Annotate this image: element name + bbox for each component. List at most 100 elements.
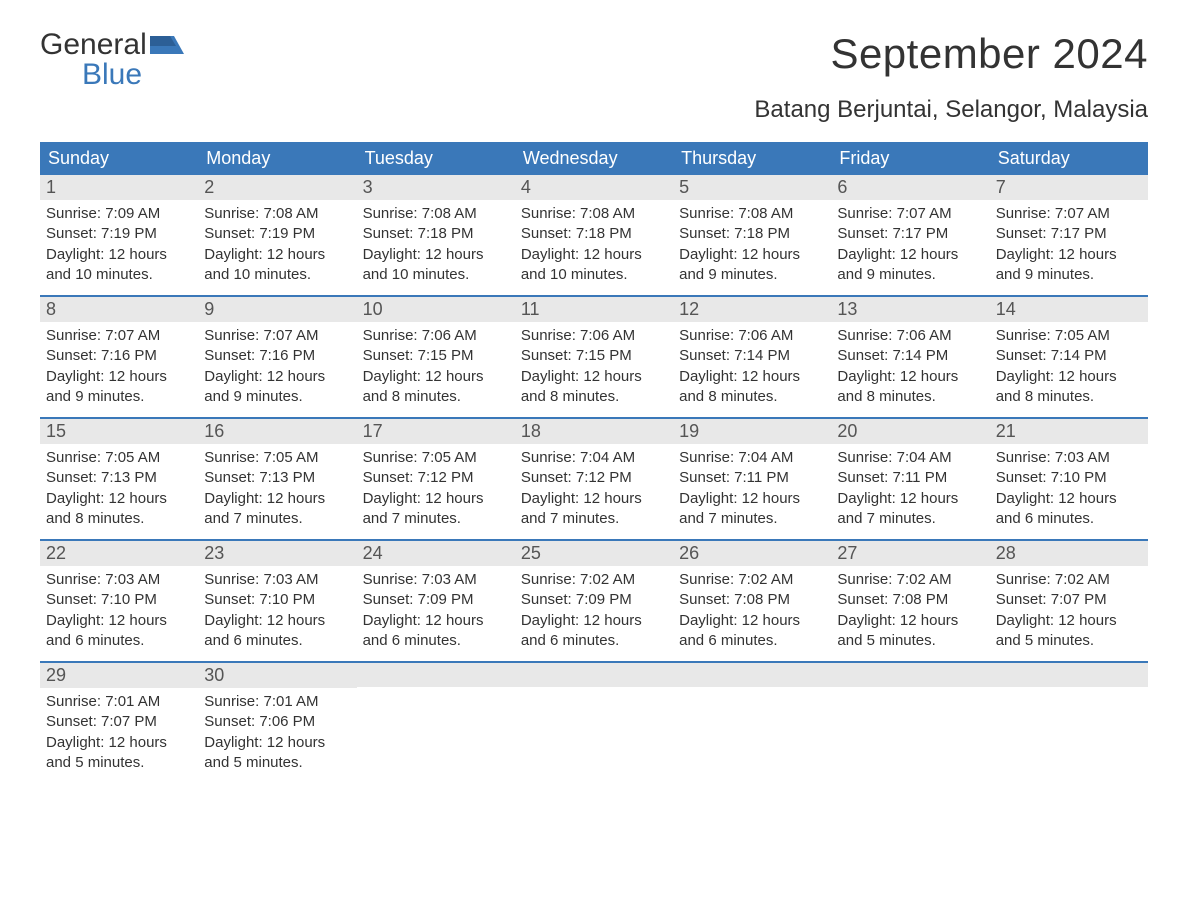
day-cell: 7 Sunrise: 7:07 AMSunset: 7:17 PMDaylight… <box>990 175 1148 295</box>
day-number: 26 <box>679 543 699 563</box>
day-body: Sunrise: 7:05 AMSunset: 7:12 PMDaylight:… <box>357 444 515 539</box>
day-sunset: Sunset: 7:12 PM <box>363 468 509 488</box>
day-sunset: Sunset: 7:13 PM <box>204 468 350 488</box>
day-sunrise: Sunrise: 7:03 AM <box>363 570 509 590</box>
day-number: 27 <box>837 543 857 563</box>
day-number-row: 3 <box>357 175 515 200</box>
day-number-row: 8 <box>40 297 198 322</box>
day-body: Sunrise: 7:07 AMSunset: 7:17 PMDaylight:… <box>990 200 1148 295</box>
week-row: 1Sunrise: 7:09 AMSunset: 7:19 PMDaylight… <box>40 175 1148 295</box>
day-day1: Daylight: 12 hours <box>204 611 350 631</box>
day-cell: 4Sunrise: 7:08 AMSunset: 7:18 PMDaylight… <box>515 175 673 295</box>
day-cell: 5Sunrise: 7:08 AMSunset: 7:18 PMDaylight… <box>673 175 831 295</box>
week-row: 29Sunrise: 7:01 AMSunset: 7:07 PMDayligh… <box>40 661 1148 783</box>
logo-text-blue: Blue <box>40 60 184 90</box>
day-cell: 9 Sunrise: 7:07 AMSunset: 7:16 PMDaylight… <box>198 297 356 417</box>
day-body <box>673 687 831 767</box>
day-number: 15 <box>46 421 66 441</box>
day-day2: and 9 minutes. <box>996 265 1142 285</box>
day-cell: 12Sunrise: 7:06 AMSunset: 7:14 PMDayligh… <box>673 297 831 417</box>
day-day1: Daylight: 12 hours <box>679 489 825 509</box>
day-number-row: 24 <box>357 541 515 566</box>
day-number-row <box>673 663 831 687</box>
day-number: 3 <box>363 177 373 197</box>
day-sunrise: Sunrise: 7:07 AM <box>204 326 350 346</box>
day-number-row: 5 <box>673 175 831 200</box>
day-number: 17 <box>363 421 383 441</box>
day-cell: 27 Sunrise: 7:02 AMSunset: 7:08 PMDayligh… <box>831 541 989 661</box>
day-day2: and 8 minutes. <box>679 387 825 407</box>
day-number-row <box>831 663 989 687</box>
day-number-row: 22 <box>40 541 198 566</box>
day-number-row: 6 <box>831 175 989 200</box>
day-sunrise: Sunrise: 7:03 AM <box>46 570 192 590</box>
day-body: Sunrise: 7:04 AMSunset: 7:11 PMDaylight:… <box>673 444 831 539</box>
day-day2: and 10 minutes. <box>363 265 509 285</box>
day-body: Sunrise: 7:01 AMSunset: 7:06 PMDaylight:… <box>198 688 356 783</box>
day-body: Sunrise: 7:02 AMSunset: 7:08 PMDaylight:… <box>831 566 989 661</box>
day-body: Sunrise: 7:04 AMSunset: 7:11 PMDaylight:… <box>831 444 989 539</box>
day-body: Sunrise: 7:09 AMSunset: 7:19 PMDaylight:… <box>40 200 198 295</box>
day-body: Sunrise: 7:08 AMSunset: 7:19 PMDaylight:… <box>198 200 356 295</box>
day-day1: Daylight: 12 hours <box>204 245 350 265</box>
day-number-row: 26 <box>673 541 831 566</box>
day-sunset: Sunset: 7:11 PM <box>679 468 825 488</box>
day-sunset: Sunset: 7:17 PM <box>837 224 983 244</box>
day-cell: 30 Sunrise: 7:01 AMSunset: 7:06 PMDayligh… <box>198 663 356 783</box>
day-cell: 6Sunrise: 7:07 AMSunset: 7:17 PMDaylight… <box>831 175 989 295</box>
day-day1: Daylight: 12 hours <box>837 367 983 387</box>
day-cell <box>515 663 673 783</box>
day-sunset: Sunset: 7:14 PM <box>679 346 825 366</box>
day-number-row: 10 <box>357 297 515 322</box>
day-number: 6 <box>837 177 847 197</box>
week-row: 8Sunrise: 7:07 AMSunset: 7:16 PMDaylight… <box>40 295 1148 417</box>
day-body <box>515 687 673 767</box>
day-number-row: 23 <box>198 541 356 566</box>
day-day1: Daylight: 12 hours <box>837 489 983 509</box>
day-sunrise: Sunrise: 7:08 AM <box>521 204 667 224</box>
day-number: 18 <box>521 421 541 441</box>
weekday-header-cell: Sunday <box>40 142 198 175</box>
day-number-row: 16 <box>198 419 356 444</box>
day-body <box>990 687 1148 767</box>
day-cell: 26Sunrise: 7:02 AMSunset: 7:08 PMDayligh… <box>673 541 831 661</box>
day-day1: Daylight: 12 hours <box>46 367 192 387</box>
day-number-row: 21 <box>990 419 1148 444</box>
day-number: 7 <box>996 177 1006 197</box>
day-day1: Daylight: 12 hours <box>996 245 1142 265</box>
day-cell: 19Sunrise: 7:04 AMSunset: 7:11 PMDayligh… <box>673 419 831 539</box>
day-sunrise: Sunrise: 7:04 AM <box>837 448 983 468</box>
day-sunset: Sunset: 7:18 PM <box>679 224 825 244</box>
day-number-row: 13 <box>831 297 989 322</box>
day-body: Sunrise: 7:06 AMSunset: 7:14 PMDaylight:… <box>673 322 831 417</box>
day-cell <box>990 663 1148 783</box>
day-number-row: 9 <box>198 297 356 322</box>
day-cell: 24Sunrise: 7:03 AMSunset: 7:09 PMDayligh… <box>357 541 515 661</box>
day-number: 21 <box>996 421 1016 441</box>
day-sunset: Sunset: 7:16 PM <box>204 346 350 366</box>
logo-flag-icon <box>150 30 184 60</box>
day-number-row: 30 <box>198 663 356 688</box>
day-sunset: Sunset: 7:14 PM <box>837 346 983 366</box>
day-number-row <box>357 663 515 687</box>
day-body <box>831 687 989 767</box>
day-body: Sunrise: 7:04 AMSunset: 7:12 PMDaylight:… <box>515 444 673 539</box>
day-number-row: 11 <box>515 297 673 322</box>
day-day2: and 5 minutes. <box>204 753 350 773</box>
day-sunrise: Sunrise: 7:08 AM <box>204 204 350 224</box>
day-day1: Daylight: 12 hours <box>363 611 509 631</box>
day-number: 9 <box>204 299 214 319</box>
day-body <box>357 687 515 767</box>
title-block: September 2024 Batang Berjuntai, Selango… <box>754 30 1148 134</box>
day-number-row: 7 <box>990 175 1148 200</box>
day-day1: Daylight: 12 hours <box>204 367 350 387</box>
day-sunset: Sunset: 7:10 PM <box>204 590 350 610</box>
location-subtitle: Batang Berjuntai, Selangor, Malaysia <box>754 96 1148 124</box>
day-sunrise: Sunrise: 7:07 AM <box>46 326 192 346</box>
day-day2: and 7 minutes. <box>204 509 350 529</box>
day-number: 5 <box>679 177 689 197</box>
day-number: 30 <box>204 665 224 685</box>
day-body: Sunrise: 7:06 AMSunset: 7:15 PMDaylight:… <box>515 322 673 417</box>
day-number: 29 <box>46 665 66 685</box>
day-number-row: 25 <box>515 541 673 566</box>
